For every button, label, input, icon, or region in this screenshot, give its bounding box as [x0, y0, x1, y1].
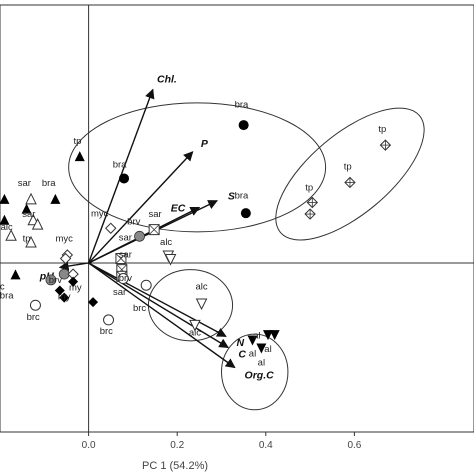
point-label: tp: [378, 124, 386, 135]
point-label: sar: [18, 178, 31, 189]
point-filled-diamond: [59, 292, 70, 303]
x-tick-label: 0.2: [170, 440, 184, 451]
point-open-triangle: [25, 192, 37, 205]
vector-label: Org.C: [245, 369, 275, 381]
point-filled-triangle: [10, 269, 21, 280]
point-label: bra: [0, 291, 14, 302]
point-label: my: [69, 283, 82, 294]
vector-arrow: [58, 261, 89, 271]
vector-label: S: [228, 190, 235, 202]
point-label: bra: [235, 99, 249, 110]
point-gray-circle: [134, 230, 145, 242]
point-label: al: [253, 331, 260, 342]
point-label: brc: [27, 312, 40, 323]
point-label: sar: [22, 209, 35, 220]
x-tick-label: 0.0: [82, 440, 96, 451]
vector-arrow: [88, 262, 236, 369]
plot-frame: [0, 4, 474, 433]
vector-label: EC: [171, 202, 186, 214]
point-crossed-diamond: [344, 176, 356, 189]
point-label: al: [249, 348, 256, 359]
group-ellipse-2: [275, 107, 425, 241]
point-filled-circle: [238, 120, 249, 131]
point-crossed-square: [148, 224, 160, 236]
x-tick-label: 0.6: [347, 440, 361, 451]
point-open-triangle: [31, 218, 44, 230]
vector-arrow: [88, 262, 229, 349]
point-filled-tri-down: [269, 330, 280, 341]
point-filled-tri-down: [247, 335, 258, 346]
point-label: tp: [305, 182, 313, 193]
point-open-triangle: [25, 235, 37, 248]
point-gray-circle: [45, 274, 57, 286]
point-label: alc: [1, 222, 13, 233]
point-label: sar: [148, 209, 161, 220]
point-crossed-square: [115, 253, 127, 265]
x-tick-label: 0.4: [259, 440, 273, 451]
point-label: sar: [119, 233, 132, 244]
point-crossed-diamond: [304, 208, 316, 220]
point-label: brc: [133, 303, 146, 314]
point-label: brv: [49, 275, 62, 286]
point-open-diamond: [105, 222, 117, 234]
point-label: sar: [113, 287, 126, 298]
crossed-square-diag2: [115, 253, 127, 264]
point-label: al: [258, 357, 265, 368]
point-open-tri-down: [189, 319, 201, 332]
point-label: bra: [113, 159, 127, 170]
point-label: bra: [235, 190, 249, 201]
point-label: alc: [160, 237, 172, 248]
vector-label: C: [238, 349, 246, 361]
point-label: my: [58, 291, 71, 302]
point-label: alc: [195, 282, 207, 293]
point-filled-diamond: [54, 285, 65, 296]
point-label: bra: [42, 178, 56, 189]
point-label: al: [264, 344, 271, 355]
point-label: myc: [91, 208, 109, 219]
point-label: brv: [127, 217, 140, 228]
point-filled-triangle: [74, 151, 85, 162]
point-crossed-diamond: [379, 139, 392, 151]
point-label: c: [0, 282, 5, 293]
point-label: brc: [100, 326, 113, 337]
point-open-tri-down: [164, 254, 177, 266]
point-filled-tri-down: [256, 343, 267, 354]
vector-label: P: [201, 138, 209, 150]
point-crossed-diamond: [306, 196, 319, 209]
group-ellipse-1: [68, 102, 327, 233]
point-filled-triangle: [50, 193, 61, 204]
point-open-diamond: [59, 252, 72, 265]
point-open-circle: [103, 314, 115, 326]
point-open-tri-down: [195, 298, 208, 311]
point-label: tp: [344, 162, 352, 173]
point-filled-tri-down: [263, 330, 274, 341]
vector-arrow: [88, 262, 227, 337]
point-label: brv: [119, 273, 132, 284]
point-label: alc: [189, 327, 201, 338]
point-open-circle: [29, 299, 41, 311]
point-label: sar: [119, 250, 132, 261]
point-filled-circle: [119, 173, 130, 184]
crossed-square-diag2: [148, 224, 160, 235]
point-label: tp: [74, 136, 82, 147]
point-filled-diamond: [68, 276, 79, 287]
point-filled-diamond: [88, 297, 99, 308]
point-filled-triangle: [0, 214, 10, 225]
vector-label: N: [237, 337, 245, 349]
point-filled-triangle: [0, 193, 10, 204]
point-label: myc: [56, 234, 74, 245]
point-label: tp: [23, 234, 31, 245]
point-filled-triangle: [21, 203, 32, 214]
vector-label: Chl.: [157, 73, 177, 85]
point-filled-circle: [240, 208, 251, 219]
point-open-triangle: [5, 229, 17, 241]
point-open-circle: [140, 279, 152, 291]
point-open-circle: [117, 273, 129, 285]
group-ellipse-4: [220, 333, 289, 411]
x-axis-title: PC 1 (54.2%): [142, 460, 208, 472]
vector-arrow: [88, 151, 194, 264]
